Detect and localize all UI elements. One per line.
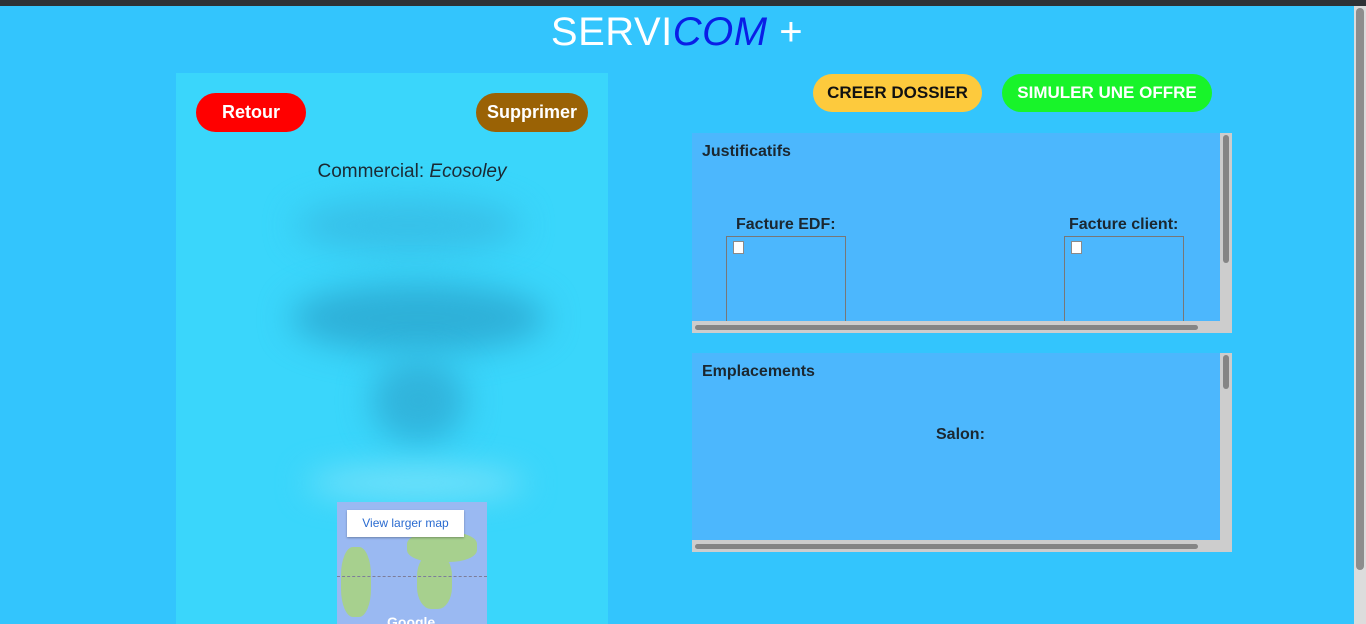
scrollbar-thumb[interactable] bbox=[1223, 355, 1229, 389]
facture-client-label: Facture client: bbox=[1069, 216, 1179, 233]
simuler-offre-button[interactable]: SIMULER UNE OFFRE bbox=[1002, 74, 1212, 112]
scrollbar-thumb[interactable] bbox=[695, 325, 1198, 330]
facture-client-image[interactable] bbox=[1064, 236, 1184, 333]
salon-label: Salon: bbox=[936, 426, 985, 443]
commercial-line: Commercial: Ecosoley bbox=[176, 161, 648, 183]
map-land-americas bbox=[341, 547, 371, 617]
blurred-info-1 bbox=[296, 198, 521, 253]
emplacements-vertical-scrollbar[interactable] bbox=[1220, 353, 1232, 552]
blurred-info-3 bbox=[371, 358, 466, 443]
title-suffix: + bbox=[767, 10, 804, 54]
creer-dossier-button[interactable]: CREER DOSSIER bbox=[813, 74, 982, 112]
supprimer-button[interactable]: Supprimer bbox=[476, 93, 588, 132]
page-vertical-scrollbar[interactable] bbox=[1354, 6, 1366, 624]
scrollbar-thumb[interactable] bbox=[1356, 8, 1364, 570]
title-accent: COM bbox=[672, 10, 768, 54]
commercial-value: Ecosoley bbox=[429, 161, 507, 182]
facture-edf-label: Facture EDF: bbox=[736, 216, 836, 233]
map-land-africa bbox=[417, 554, 452, 609]
map-embed[interactable]: View larger map Google bbox=[337, 502, 487, 624]
scrollbar-thumb[interactable] bbox=[695, 544, 1198, 549]
justificatifs-vertical-scrollbar[interactable] bbox=[1220, 133, 1232, 333]
facture-edf-image[interactable] bbox=[726, 236, 846, 333]
emplacements-box[interactable]: Emplacements Salon: bbox=[692, 353, 1232, 552]
scrollbar-thumb[interactable] bbox=[1223, 135, 1229, 263]
blurred-info-2 bbox=[291, 283, 546, 353]
app-title: SERVICOM + bbox=[0, 8, 1354, 56]
broken-image-icon bbox=[1071, 241, 1082, 254]
emplacements-title: Emplacements bbox=[702, 363, 815, 380]
map-equator-line bbox=[337, 576, 487, 577]
commercial-label: Commercial: bbox=[317, 161, 430, 182]
map-land-eurasia bbox=[407, 532, 477, 562]
map-logo: Google bbox=[387, 614, 436, 624]
client-panel: Retour Supprimer Commercial: Ecosoley Vi… bbox=[176, 73, 608, 624]
view-larger-map-button[interactable]: View larger map bbox=[347, 510, 464, 537]
title-main: SERVI bbox=[550, 10, 673, 54]
blurred-info-4 bbox=[306, 468, 526, 498]
broken-image-icon bbox=[733, 241, 744, 254]
justificatifs-horizontal-scrollbar[interactable] bbox=[692, 321, 1232, 333]
justificatifs-title: Justificatifs bbox=[702, 143, 791, 160]
browser-top-bar bbox=[0, 0, 1366, 6]
justificatifs-box[interactable]: Justificatifs Facture EDF: Facture clien… bbox=[692, 133, 1232, 333]
retour-button[interactable]: Retour bbox=[196, 93, 306, 132]
emplacements-horizontal-scrollbar[interactable] bbox=[692, 540, 1232, 552]
